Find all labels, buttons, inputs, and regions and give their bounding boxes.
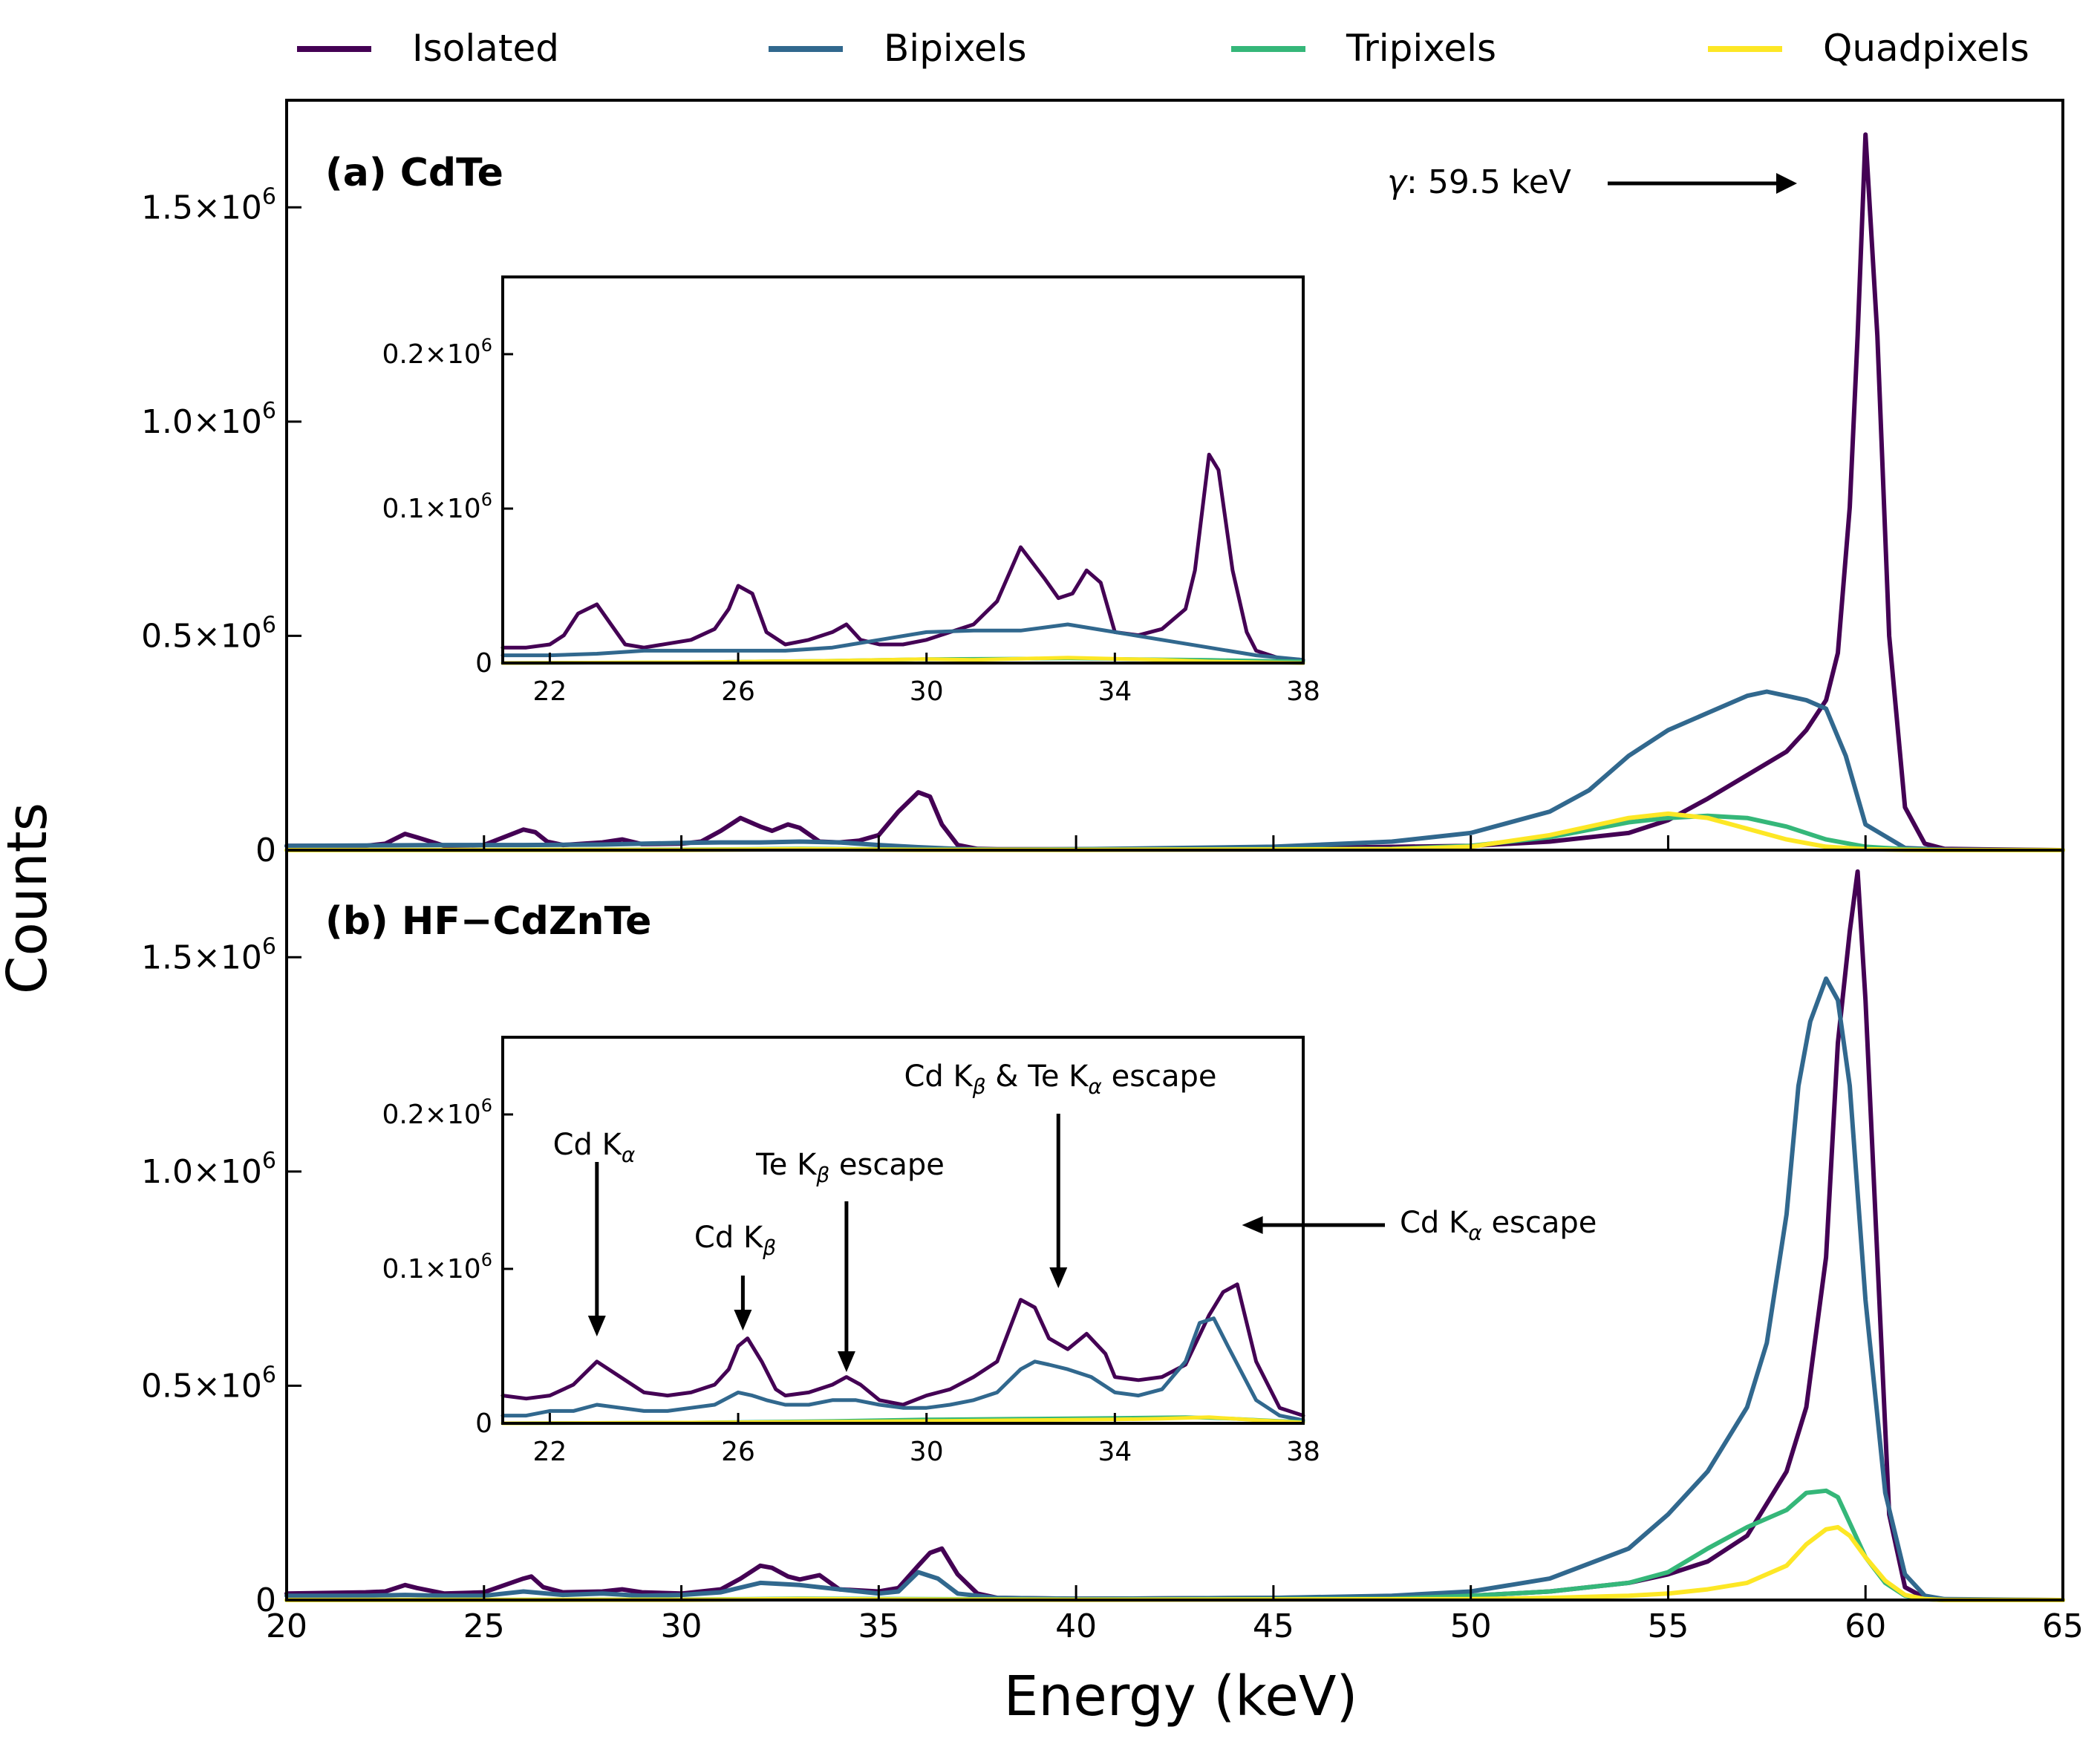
x-axis-title: Energy (keV) [1004,1665,1358,1728]
inset-b-annotation-4-arrowhead [1049,1267,1068,1288]
panel-a-y-ticks: 0 0.5×106 1.0×106 1.5×106 [141,183,301,869]
panel-a-series-isolated [284,132,2065,852]
panel-a-y-tick-label: 1.5×106 [141,183,276,226]
legend-label-tripixels: Tripixels [1346,27,1496,70]
gamma-annotation-text: γ: 59.5 keV [1387,163,1571,201]
inset-b-x-tick-label: 26 [721,1437,755,1467]
panel-b-label: (b) HF−CdZnTe [325,899,651,944]
inset-b-frame [501,1036,1305,1425]
panel-a-label: (a) CdTe [325,151,503,195]
panel-b-y-tick-label: 1.5×106 [141,933,276,976]
x-tick-label: 60 [1845,1607,1886,1645]
inset-b-x-tick-label: 38 [1286,1437,1320,1467]
panel-b-hf-cdznte: 0 0.5×106 1.0×106 1.5×106 20 25 30 35 40 45 50 55 6… [141,849,2084,1645]
panel-b-frame [285,849,2064,1602]
inset-b-background [503,1037,1303,1423]
inset-a-x-tick-label: 34 [1098,676,1132,707]
inset-a-x-tick-label: 26 [721,676,755,707]
inset-a-series-bipixels [500,622,1305,662]
inset-b-y-tick-label: 0.2×106 [382,1095,492,1130]
panel-a-inset: 22 26 30 34 38 0 0.1×106 0.2×106 [382,275,1320,707]
legend-label-quadpixels: Quadpixels [1823,27,2029,70]
x-tick-label: 45 [1253,1607,1294,1645]
panel-b-y-tick-label: 0.5×106 [141,1362,276,1405]
inset-b-annotation-5-arrowhead [1242,1216,1263,1234]
inset-b-annotation-3-text: Te Kβ escape [755,1148,945,1187]
inset-b-annotation-1-arrowhead [587,1316,606,1336]
panel-b-y-ticks: 0 0.5×106 1.0×106 1.5×106 [141,933,301,1619]
inset-b-series-isolated [500,1282,1305,1418]
inset-a-y-tick-label: 0.2×106 [382,335,492,370]
x-tick-label: 50 [1450,1607,1492,1645]
x-tick-label: 20 [266,1607,307,1645]
x-tick-label: 65 [2042,1607,2084,1645]
inset-b-series-bipixels [500,1316,1305,1423]
panel-a-cdte: 0 0.5×106 1.0×106 1.5×106 (a) CdTe γ: 59.5 … [141,99,2065,869]
x-tick-label: 25 [463,1607,505,1645]
panel-b-series-isolated [284,869,2065,1602]
x-axis-ticks: 20 25 30 35 40 45 50 55 60 65 [266,1607,2084,1645]
x-tick-label: 55 [1647,1607,1689,1645]
panel-a-y-tick-label: 1.0×106 [141,398,276,441]
inset-b-annotation-3-arrowhead [837,1351,855,1372]
inset-a-frame [501,275,1305,665]
inset-a-x-tick-label: 30 [910,676,944,707]
inset-b-x-tick-label: 34 [1098,1437,1132,1467]
inset-b-x-tick-label: 22 [533,1437,567,1467]
inset-a-background [503,277,1303,663]
inset-a-x-tick-label: 38 [1286,676,1320,707]
panel-a-series-bipixels [284,689,2065,852]
x-tick-label: 30 [661,1607,702,1645]
legend: Isolated Bipixels Tripixels Quadpixels [297,27,2029,70]
inset-a-x-tick-label: 22 [533,676,567,707]
inset-b-annotation-2-arrowhead [734,1310,752,1331]
legend-label-isolated: Isolated [412,27,559,70]
gamma-annotation: γ: 59.5 keV [1387,163,1797,201]
y-axis-title: Counts [0,803,59,994]
inset-b-annotation-5-text: Cd Kα escape [1400,1206,1597,1245]
x-tick-label: 35 [858,1607,899,1645]
gamma-arrow-head [1776,173,1797,194]
inset-b-annotation-2-text: Cd Kβ [694,1221,776,1260]
inset-a-series-isolated [500,452,1305,662]
inset-b-ticks: 22 26 30 34 38 0 0.1×106 0.2×106 [382,1095,1320,1467]
inset-b-y-tick-label: 0 [475,1408,492,1439]
legend-label-bipixels: Bipixels [884,27,1027,70]
inset-b-x-tick-label: 30 [910,1437,944,1467]
panel-b-inset: 22 26 30 34 38 0 0.1×106 0.2×106 [382,1036,1320,1467]
panel-b-y-tick-label: 0 [255,1581,276,1619]
inset-a-ticks: 22 26 30 34 38 0 0.1×106 0.2×106 [382,335,1320,707]
panel-b-y-tick-label: 1.0×106 [141,1148,276,1191]
inset-a-y-tick-label: 0.1×106 [382,489,492,524]
panel-a-y-tick-label: 0.5×106 [141,612,276,655]
x-tick-label: 40 [1055,1607,1097,1645]
inset-a-y-tick-label: 0 [475,648,492,679]
panel-a-y-tick-label: 0 [255,832,276,869]
inset-b-annotation-4-text: Cd Kβ & Te Kα escape [904,1060,1216,1099]
inset-b-y-tick-label: 0.1×106 [382,1250,492,1284]
